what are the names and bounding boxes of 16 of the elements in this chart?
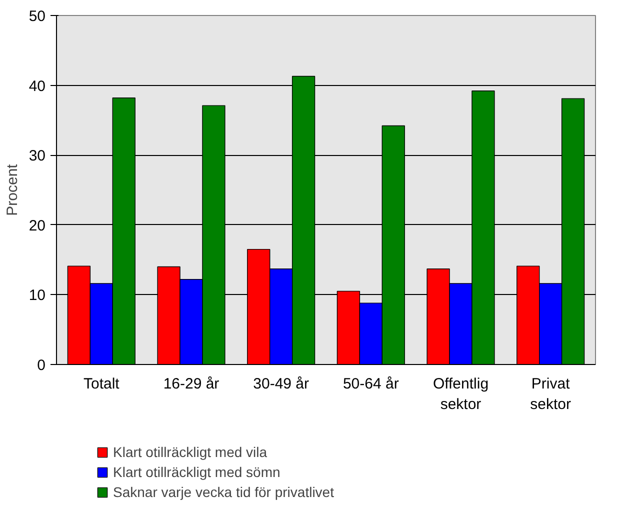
x-tick-label: 16-29 år bbox=[163, 376, 220, 392]
x-tick-label: 30-49 år bbox=[253, 376, 310, 392]
y-axis-title: Procent bbox=[4, 163, 21, 216]
x-tick-label: Privat sektor bbox=[530, 376, 572, 413]
legend-label: Klart otillräckligt med vila bbox=[113, 444, 268, 460]
y-tick-label: 40 bbox=[28, 78, 46, 95]
y-tick-label: 20 bbox=[28, 217, 46, 234]
legend-label: Klart otillräckligt med sömn bbox=[113, 464, 280, 480]
y-tick-label: 10 bbox=[28, 287, 46, 304]
y-tick-label: 30 bbox=[28, 148, 46, 165]
y-tick-label: 0 bbox=[37, 357, 46, 374]
x-tick-label: Totalt bbox=[83, 376, 120, 392]
legend-label: Saknar varje vecka tid för privatlivet bbox=[113, 484, 334, 500]
x-tick-label: Offentlig sektor bbox=[432, 376, 489, 413]
y-tick-label: 50 bbox=[28, 8, 46, 25]
x-tick-label: 50-64 år bbox=[342, 376, 399, 392]
